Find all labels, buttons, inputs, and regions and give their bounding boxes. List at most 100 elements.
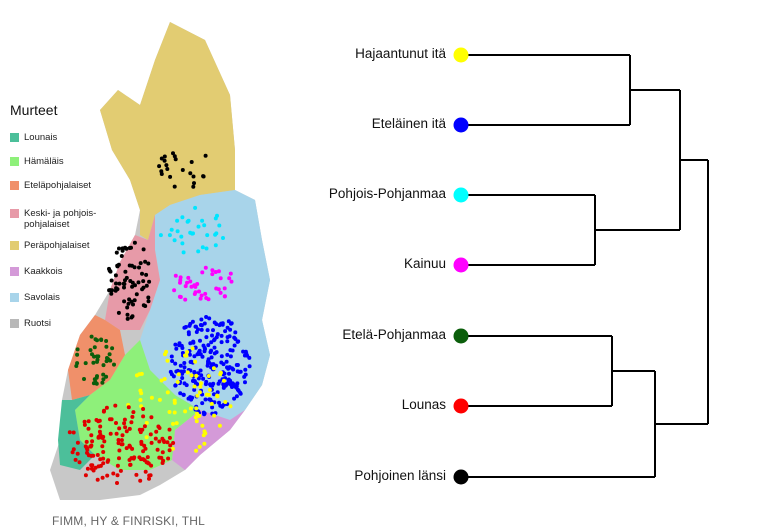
map-sample-dot	[146, 295, 151, 300]
legend-title: Murteet	[10, 102, 58, 118]
map-sample-dot	[211, 328, 215, 333]
map-sample-dot	[130, 263, 134, 268]
map-sample-dot	[201, 433, 206, 438]
map-sample-dot	[214, 231, 219, 236]
map-sample-dot	[247, 355, 252, 360]
map-sample-dot	[222, 378, 226, 383]
map-sample-dot	[143, 304, 148, 308]
map-sample-dot	[144, 272, 149, 277]
map-sample-dot	[173, 361, 178, 366]
map-sample-dot	[216, 269, 221, 274]
map-sample-dot	[171, 421, 175, 426]
map-sample-dot	[226, 366, 231, 371]
map-sample-dot	[175, 218, 180, 223]
legend-item: Keski- ja pohjois-pohjalaiset	[10, 208, 96, 230]
map-sample-dot	[204, 315, 209, 319]
map-sample-dot	[83, 473, 88, 478]
map-sample-dot	[186, 330, 191, 335]
map-sample-dot	[190, 319, 195, 324]
map-sample-dot	[85, 466, 90, 471]
map-sample-dot	[110, 288, 114, 293]
map-sample-dot	[143, 446, 148, 451]
legend-swatch	[10, 267, 19, 276]
map-sample-dot	[160, 450, 165, 455]
map-sample-dot	[128, 279, 133, 283]
map-sample-dot	[84, 439, 89, 444]
map-sample-dot	[202, 223, 207, 228]
map-sample-dot	[141, 407, 146, 411]
map-sample-dot	[139, 442, 144, 446]
map-sample-dot	[212, 392, 216, 397]
map-sample-dot	[179, 369, 184, 374]
map-sample-dot	[143, 469, 148, 474]
map-sample-dot	[222, 286, 227, 291]
map-sample-dot	[91, 453, 96, 458]
map-sample-dot	[192, 181, 196, 186]
map-sample-dot	[198, 296, 203, 301]
map-sample-dot	[140, 271, 144, 276]
map-sample-dot	[221, 236, 225, 240]
map-sample-dot	[198, 368, 203, 373]
map-sample-dot	[203, 397, 208, 402]
map-sample-dot	[82, 377, 86, 381]
map-sample-dot	[122, 299, 127, 304]
map-sample-dot	[175, 229, 180, 234]
map-sample-dot	[141, 279, 146, 284]
map-sample-dot	[232, 396, 237, 401]
map-sample-dot	[161, 438, 166, 443]
map-sample-dot	[232, 343, 237, 348]
map-sample-dot	[201, 376, 206, 381]
dendrogram-leaf-dot	[453, 47, 469, 63]
dendrogram-leaf-label: Kainuu	[403, 256, 446, 271]
map-sample-dot	[122, 417, 127, 422]
map-sample-dot	[126, 405, 131, 410]
map-sample-dot	[229, 279, 234, 284]
map-sample-dot	[120, 433, 125, 438]
map-sample-dot	[203, 382, 208, 387]
map-sample-dot	[166, 456, 171, 461]
map-sample-dot	[212, 320, 217, 325]
map-sample-dot	[119, 438, 124, 443]
map-sample-dot	[199, 323, 204, 328]
map-sample-dot	[187, 323, 192, 328]
map-sample-dot	[113, 403, 118, 408]
legend-swatch	[10, 319, 19, 328]
map-sample-dot	[223, 400, 228, 404]
map-sample-dot	[155, 447, 160, 452]
map-sample-dot	[200, 245, 205, 250]
map-sample-dot	[146, 261, 151, 266]
map-sample-dot	[153, 436, 158, 441]
map-sample-dot	[180, 215, 185, 220]
legend-swatch	[10, 157, 19, 166]
map-sample-dot	[228, 271, 233, 276]
map-sample-dot	[162, 154, 167, 159]
map-sample-dot	[196, 249, 201, 254]
legend-label-line2: pohjalaiset	[24, 219, 70, 230]
map-sample-dot	[137, 372, 142, 377]
map-sample-dot	[186, 218, 191, 223]
map-sample-dot	[95, 477, 100, 482]
map-sample-dot	[104, 339, 109, 343]
map-sample-dot	[149, 440, 154, 445]
map-sample-dot	[159, 172, 164, 176]
map-sample-dot	[146, 299, 151, 304]
map-sample-dot	[162, 158, 167, 163]
map-sample-dot	[180, 241, 185, 246]
map-sample-dot	[148, 473, 153, 478]
map-sample-dot	[145, 455, 150, 460]
map-sample-dot	[109, 291, 114, 296]
map-sample-dot	[169, 354, 174, 359]
map-sample-dot	[183, 409, 188, 414]
map-sample-dot	[175, 380, 180, 384]
region-perapohjalaiset	[100, 22, 235, 240]
map-sample-dot	[105, 459, 110, 464]
map-sample-dot	[125, 305, 130, 310]
map-sample-dot	[204, 335, 209, 340]
map-sample-dot	[126, 301, 131, 306]
map-sample-dot	[221, 382, 226, 387]
map-sample-dot	[71, 430, 76, 435]
map-sample-dot	[193, 359, 198, 364]
map-sample-dot	[196, 376, 201, 381]
map-sample-dot	[183, 325, 188, 329]
